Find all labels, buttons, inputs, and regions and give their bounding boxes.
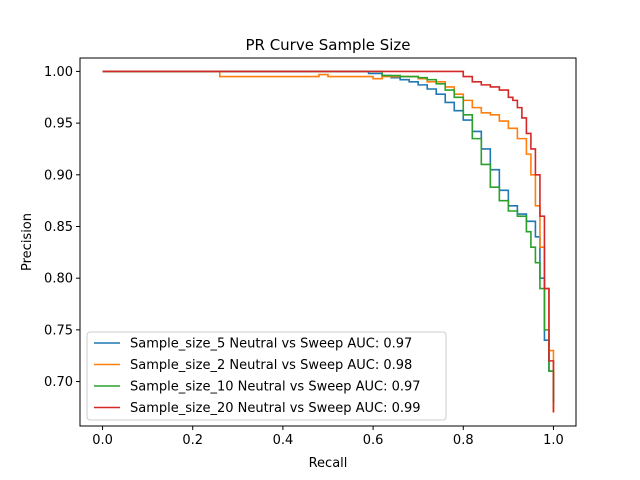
plot-area	[79, 57, 577, 427]
x-tick-label: 0.8	[453, 433, 474, 448]
series-layer	[102, 70, 555, 413]
x-tick-label: 0.2	[182, 433, 203, 448]
legend: Sample_size_5 Neutral vs Sweep AUC: 0.97…	[86, 331, 447, 421]
y-axis-label: Precision	[20, 213, 35, 271]
y-tick-label: 1.00	[44, 65, 73, 80]
series-line-1	[102, 70, 555, 403]
x-tick-label: 0.6	[363, 433, 384, 448]
x-axis: 0.0 0.2 0.4 0.6 0.8 1.0	[92, 426, 564, 448]
chart-title: PR Curve Sample Size	[245, 36, 410, 54]
y-tick-label: 0.75	[44, 323, 73, 338]
y-axis: 0.70 0.75 0.80 0.85 0.90 0.95 1.00	[44, 65, 80, 390]
legend-label: Sample_size_20 Neutral vs Sweep AUC: 0.9…	[130, 401, 421, 416]
legend-label: Sample_size_2 Neutral vs Sweep AUC: 0.98	[130, 358, 412, 373]
series-line-2	[102, 70, 555, 413]
legend-label: Sample_size_10 Neutral vs Sweep AUC: 0.9…	[130, 380, 421, 395]
y-tick-label: 0.80	[44, 272, 73, 287]
legend-box	[86, 331, 447, 421]
y-tick-label: 0.95	[44, 117, 73, 132]
x-tick-label: 1.0	[543, 433, 564, 448]
x-axis-label: Recall	[309, 456, 348, 471]
y-tick-label: 0.90	[44, 168, 73, 183]
plot-frame	[79, 57, 577, 427]
x-tick-label: 0.4	[273, 433, 294, 448]
series-line-4	[102, 70, 555, 413]
x-tick-label: 0.0	[92, 433, 113, 448]
series-line-3	[102, 70, 555, 403]
legend-label: Sample_size_5 Neutral vs Sweep AUC: 0.97	[130, 337, 412, 352]
y-tick-label: 0.85	[44, 220, 73, 235]
y-tick-label: 0.70	[44, 375, 73, 390]
